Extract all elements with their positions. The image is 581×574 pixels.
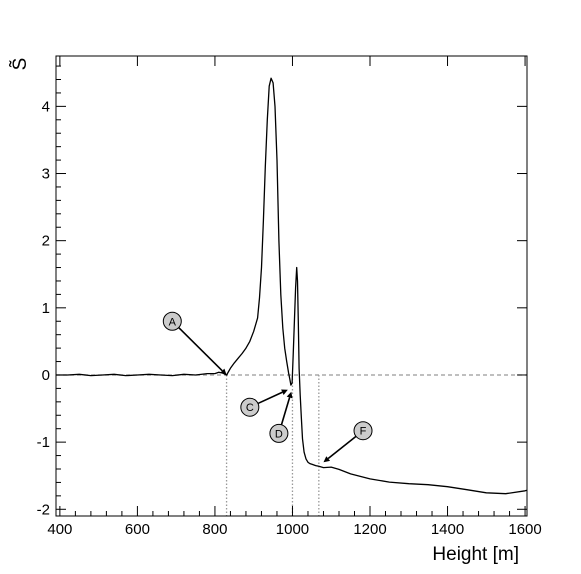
x-tick-label: 1600 — [508, 521, 541, 538]
x-tick-label: 800 — [202, 521, 227, 538]
x-tick-label: 1400 — [431, 521, 464, 538]
x-axis-title: Height [m] — [432, 544, 519, 565]
annotation-arrowhead-A — [220, 368, 227, 375]
annotation-label-F: F — [360, 426, 367, 438]
y-tick-label: 2 — [42, 233, 50, 250]
annotation-label-A: A — [169, 316, 177, 328]
annotation-label-C: C — [246, 402, 254, 414]
annotation-arrow-F — [327, 435, 357, 460]
x-tick-label: 600 — [125, 521, 150, 538]
y-tick-label: 4 — [42, 98, 50, 115]
y-axis-title: S̃ — [9, 58, 31, 71]
annotation-circle-C — [240, 397, 260, 417]
axes-layer: 400 600 800 1000 1200 1400 1600 -2 -1 0 1 2 3 4 — [37, 56, 542, 538]
annotation-circle-D — [269, 423, 289, 443]
y-tick-label: 3 — [42, 166, 50, 183]
annotation-arrow-C — [257, 391, 283, 405]
y-tick-label: -2 — [37, 501, 50, 518]
annotation-label-D: D — [275, 428, 283, 440]
annotations-layer: A C D F — [162, 311, 373, 463]
x-tick-label: 1000 — [276, 521, 309, 538]
y-tick-label: 1 — [42, 300, 50, 317]
x-tick-label: 1200 — [353, 521, 386, 538]
series-layer — [56, 77, 528, 495]
series-line-0 — [56, 77, 528, 495]
annotation-arrowhead-D — [286, 391, 293, 399]
annotation-arrow-D — [280, 397, 291, 426]
annotation-arrowhead-F — [323, 456, 331, 463]
annotation-arrow-A — [178, 327, 223, 372]
annotation-arrowhead-C — [281, 389, 288, 395]
annotation-circle-F — [353, 421, 373, 441]
y-tick-label: 0 — [42, 367, 50, 384]
annotation-circle-A — [162, 311, 182, 331]
plot-frame — [55, 55, 528, 517]
y-tick-label: -1 — [37, 434, 50, 451]
x-tick-label: 400 — [47, 521, 72, 538]
